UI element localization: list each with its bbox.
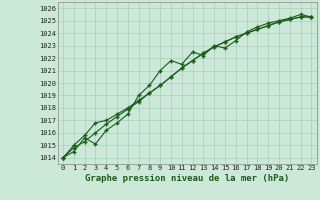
X-axis label: Graphe pression niveau de la mer (hPa): Graphe pression niveau de la mer (hPa)	[85, 174, 289, 183]
